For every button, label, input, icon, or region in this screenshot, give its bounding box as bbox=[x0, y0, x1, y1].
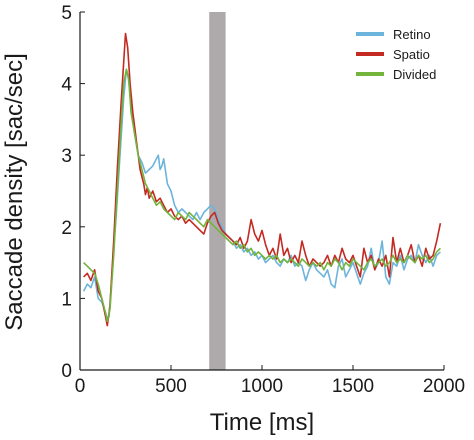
x-tick-label: 2000 bbox=[423, 376, 465, 397]
y-ticks: 0 1 2 3 4 5 bbox=[61, 3, 85, 382]
y-tick-label: 2 bbox=[61, 218, 72, 239]
series-line-spatio bbox=[83, 32, 442, 327]
legend: Retino Spatio Divided bbox=[356, 27, 436, 82]
y-tick-label: 1 bbox=[61, 289, 72, 310]
legend-label-retino: Retino bbox=[393, 27, 431, 42]
x-tick-label: 0 bbox=[75, 376, 86, 397]
y-tick-label: 4 bbox=[61, 75, 72, 96]
y-tick-label: 3 bbox=[61, 146, 72, 167]
x-axis-label: Time [ms] bbox=[210, 409, 314, 436]
y-axis-label: Saccade density [sac/sec] bbox=[1, 53, 28, 330]
y-tick-label: 5 bbox=[61, 3, 72, 24]
y-tick-label: 0 bbox=[61, 361, 72, 382]
series-line-retino bbox=[82, 68, 441, 321]
legend-label-divided: Divided bbox=[393, 67, 436, 82]
series-lines bbox=[82, 32, 442, 327]
series-line-divided bbox=[83, 68, 441, 323]
x-tick-label: 1500 bbox=[332, 376, 374, 397]
x-ticks: 0 500 1000 1500 2000 bbox=[75, 365, 465, 397]
legend-label-spatio: Spatio bbox=[393, 47, 430, 62]
shaded-interval bbox=[209, 12, 226, 370]
x-tick-label: 1000 bbox=[241, 376, 283, 397]
x-tick-label: 500 bbox=[155, 376, 187, 397]
